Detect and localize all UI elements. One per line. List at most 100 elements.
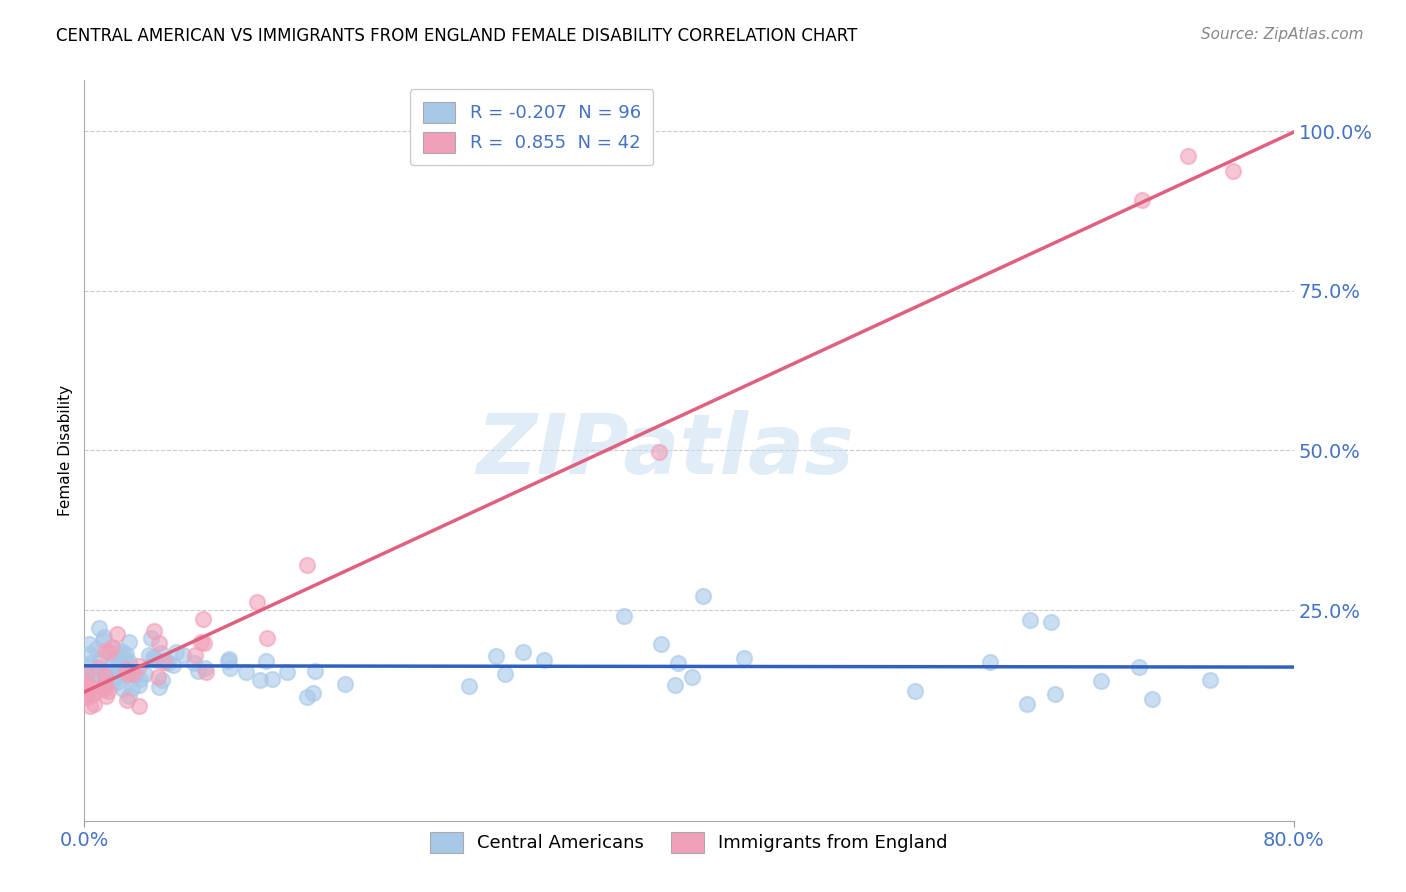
Text: CENTRAL AMERICAN VS IMMIGRANTS FROM ENGLAND FEMALE DISABILITY CORRELATION CHART: CENTRAL AMERICAN VS IMMIGRANTS FROM ENGL…: [56, 27, 858, 45]
Point: [77, 637, 100, 651]
Point: [1130, 193, 1153, 207]
Point: [153, 655, 176, 669]
Point: [148, 636, 170, 650]
Point: [93, 630, 115, 644]
Point: [141, 631, 163, 645]
Point: [94, 668, 117, 682]
Point: [120, 667, 142, 681]
Point: [148, 671, 170, 685]
Point: [105, 675, 128, 690]
Point: [1019, 613, 1042, 627]
Point: [134, 666, 156, 681]
Point: [194, 665, 217, 680]
Point: [115, 663, 138, 677]
Point: [115, 648, 138, 662]
Point: [142, 649, 165, 664]
Legend: Central Americans, Immigrants from England: Central Americans, Immigrants from Engla…: [423, 824, 955, 860]
Point: [83, 697, 105, 711]
Point: [97, 645, 120, 659]
Point: [193, 636, 215, 650]
Point: [82, 666, 104, 681]
Point: [218, 660, 240, 674]
Point: [297, 558, 319, 572]
Point: [613, 608, 636, 623]
Point: [172, 648, 194, 662]
Point: [692, 590, 714, 604]
Point: [1142, 692, 1164, 706]
Point: [1177, 148, 1199, 162]
Point: [76, 684, 98, 698]
Point: [333, 676, 356, 690]
Point: [105, 650, 128, 665]
Point: [190, 635, 212, 649]
Point: [110, 664, 132, 678]
Point: [245, 595, 267, 609]
Point: [112, 648, 135, 663]
Point: [117, 667, 139, 681]
Point: [94, 675, 117, 690]
Point: [494, 667, 516, 681]
Point: [254, 654, 277, 668]
Point: [94, 643, 117, 657]
Point: [128, 659, 150, 673]
Point: [121, 666, 143, 681]
Point: [249, 673, 271, 688]
Point: [666, 656, 689, 670]
Point: [184, 648, 207, 662]
Point: [114, 662, 136, 676]
Point: [80, 681, 103, 695]
Point: [1015, 697, 1038, 711]
Point: [1045, 687, 1067, 701]
Point: [304, 665, 326, 679]
Point: [458, 679, 481, 693]
Point: [76, 674, 98, 689]
Point: [1039, 615, 1062, 629]
Point: [295, 690, 318, 704]
Point: [100, 671, 122, 685]
Point: [76, 665, 98, 680]
Point: [648, 444, 671, 458]
Point: [165, 644, 187, 658]
Point: [145, 652, 167, 666]
Point: [110, 644, 132, 658]
Point: [79, 656, 101, 670]
Point: [1090, 674, 1112, 689]
Point: [110, 659, 132, 673]
Point: [183, 657, 205, 671]
Point: [128, 698, 150, 713]
Point: [276, 665, 298, 679]
Point: [194, 661, 217, 675]
Point: [512, 645, 534, 659]
Point: [87, 622, 110, 636]
Point: [96, 675, 118, 690]
Point: [664, 678, 686, 692]
Point: [111, 682, 134, 697]
Point: [148, 680, 170, 694]
Text: ZIPatlas: ZIPatlas: [475, 410, 853, 491]
Y-axis label: Female Disability: Female Disability: [58, 384, 73, 516]
Point: [90, 665, 112, 680]
Point: [118, 655, 141, 669]
Point: [979, 655, 1001, 669]
Point: [89, 660, 111, 674]
Point: [150, 673, 173, 688]
Point: [128, 672, 150, 686]
Point: [155, 654, 177, 668]
Point: [485, 648, 508, 663]
Point: [96, 665, 118, 679]
Point: [733, 650, 755, 665]
Point: [89, 651, 111, 665]
Point: [107, 667, 129, 681]
Point: [533, 653, 555, 667]
Point: [118, 635, 141, 649]
Text: Source: ZipAtlas.com: Source: ZipAtlas.com: [1201, 27, 1364, 42]
Point: [101, 677, 124, 691]
Point: [94, 669, 117, 683]
Point: [93, 681, 115, 696]
Point: [128, 678, 150, 692]
Point: [94, 689, 117, 703]
Point: [101, 640, 124, 655]
Point: [108, 651, 131, 665]
Point: [218, 652, 240, 666]
Point: [187, 664, 209, 678]
